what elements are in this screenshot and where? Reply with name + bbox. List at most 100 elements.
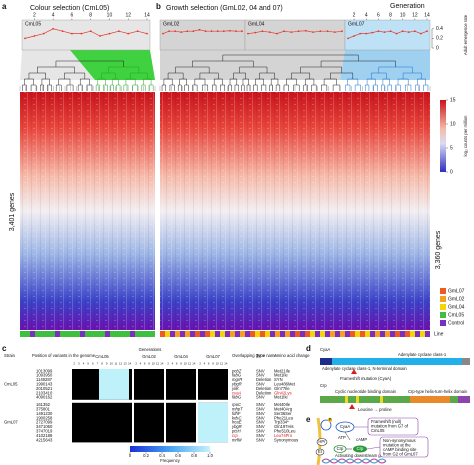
line-bar [270, 331, 275, 337]
generation-label: 6 [208, 362, 210, 366]
dendrogram [39, 84, 44, 91]
emergence-point [389, 30, 392, 33]
legend-label: GmL04 [448, 304, 465, 310]
x-tick-label: 2 [353, 12, 356, 18]
cyaa-end [462, 358, 470, 365]
line-bar [100, 331, 105, 337]
change: Leu486Met [274, 382, 296, 387]
x-tick-label: 6 [377, 12, 380, 18]
frequency-block [134, 369, 164, 400]
position: 2103410 [36, 390, 53, 395]
line-bar [220, 331, 225, 337]
x-tick-label: 10 [400, 12, 406, 18]
dendrogram [241, 84, 245, 91]
emergence-point [241, 30, 243, 33]
legend-label: GmL07 [448, 288, 465, 294]
dendrogram [311, 84, 317, 91]
frequency-block [99, 369, 129, 400]
gene: mrfM [232, 437, 242, 442]
funnel [340, 50, 430, 80]
dendrogram [228, 84, 232, 91]
gene: mgrR [232, 377, 242, 382]
generation-label: 7 [97, 362, 99, 366]
y-tick-label: 0.2 [436, 36, 443, 42]
emergence-point [371, 31, 374, 34]
crp-site [345, 396, 348, 403]
change: SYN [274, 377, 283, 382]
generation-label: 14 [128, 362, 132, 366]
dendrogram [123, 84, 129, 91]
callout [367, 417, 419, 436]
type: SNV [256, 429, 265, 434]
dendrogram [345, 84, 351, 91]
node-label: Crp [357, 446, 364, 451]
generation-label: 13 [124, 362, 128, 366]
line-bar [160, 331, 165, 337]
generation-label: 6 [144, 362, 146, 366]
dendrogram [405, 84, 412, 91]
funnel [160, 50, 345, 80]
colorbar-tick-label: 5 [450, 145, 453, 151]
callout-text: mutation at the [383, 443, 411, 448]
emergence-point [192, 30, 195, 33]
emergence-point [426, 30, 428, 33]
x-tick-label: 12 [412, 12, 418, 18]
gene: crp [232, 433, 238, 438]
panel-letter: a [2, 2, 7, 11]
type: SNV [256, 420, 265, 425]
dendrogram [55, 84, 62, 91]
x-tick-label: 8 [389, 12, 392, 18]
callout-text: Non-synonymous [383, 438, 416, 443]
dendrogram [222, 54, 359, 61]
strain-box [21, 19, 151, 51]
generation-label: 6 [176, 362, 178, 366]
dna [321, 458, 387, 464]
type: SNV [256, 407, 265, 412]
dendrogram [132, 84, 138, 91]
type: SNV [256, 402, 265, 407]
emergence-line [24, 28, 148, 39]
dendrogram [55, 60, 124, 67]
emergence-point [42, 32, 45, 35]
generation-label: 2 [199, 362, 201, 366]
gene: ybgR [231, 382, 242, 387]
line-bar [125, 331, 130, 337]
change: Met21Ile [274, 368, 291, 373]
line-bar [245, 331, 250, 337]
emergence-point [186, 30, 189, 33]
line-bar [70, 331, 75, 337]
generation-label: 12 [119, 362, 123, 366]
change: Synonymous [274, 437, 298, 442]
hpr-node [316, 438, 328, 446]
emergence-point [71, 32, 73, 35]
line-bar [375, 331, 380, 337]
line-bar [140, 331, 145, 337]
x-tick-label: 12 [125, 12, 131, 18]
line-bar [115, 331, 120, 337]
position: 2727099 [36, 420, 53, 425]
emergence-point [216, 30, 219, 33]
emergence-point [24, 37, 26, 40]
emergence-point [99, 35, 101, 37]
line-bar [225, 331, 230, 337]
arrow [344, 431, 351, 441]
type: SNV [256, 368, 265, 373]
line-bar [415, 331, 420, 337]
frequency-block [198, 402, 228, 443]
panel-title: Colour selection (CmL05) [30, 5, 109, 12]
cyaa-bar [320, 358, 470, 365]
generation-label: 6 [92, 362, 94, 366]
generation-label: 12 [188, 362, 192, 366]
generation-label: 4 [204, 362, 206, 366]
line-bar [330, 331, 335, 337]
line-bar [35, 331, 40, 337]
dendrogram [332, 84, 341, 91]
generation-label: 3 [78, 362, 80, 366]
change: Met40Ile [274, 402, 291, 407]
line-bar [200, 331, 205, 337]
emergence-line [347, 30, 428, 39]
emergence-point [162, 32, 164, 35]
frequency-colorbar [130, 446, 210, 452]
line-bar [315, 331, 320, 337]
dendrogram [116, 84, 121, 91]
